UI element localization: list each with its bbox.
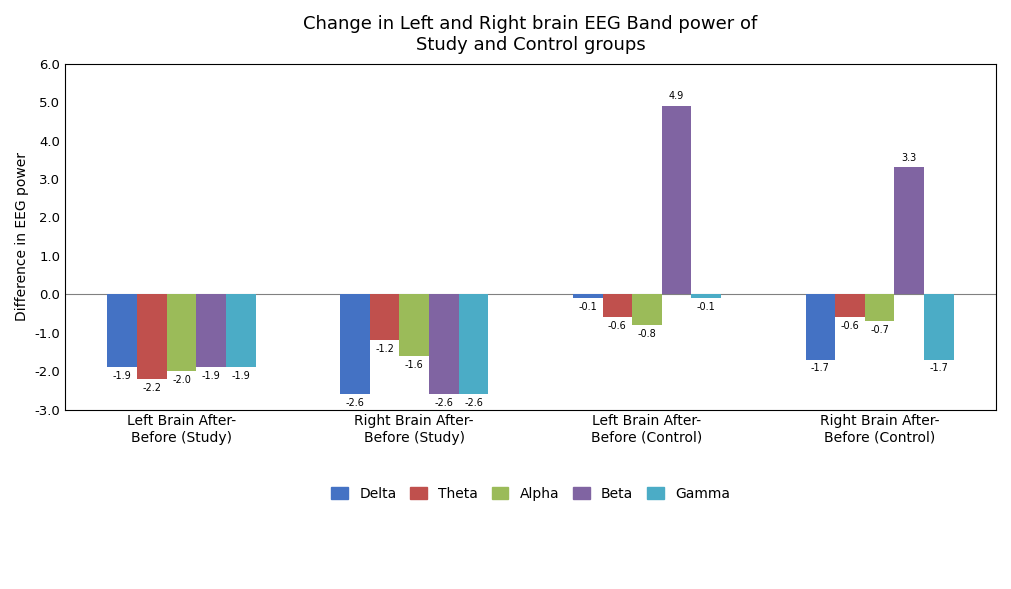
- Bar: [429, 294, 459, 394]
- Text: -2.0: -2.0: [172, 375, 191, 385]
- Text: -0.6: -0.6: [841, 321, 859, 331]
- Bar: [370, 294, 399, 340]
- Text: -2.6: -2.6: [346, 398, 364, 408]
- Text: 4.9: 4.9: [669, 91, 684, 101]
- Y-axis label: Difference in EEG power: Difference in EEG power: [15, 152, 29, 321]
- Bar: [662, 106, 692, 294]
- Bar: [196, 294, 225, 368]
- Text: -0.8: -0.8: [638, 329, 656, 339]
- Bar: [692, 294, 721, 298]
- Title: Change in Left and Right brain EEG Band power of
Study and Control groups: Change in Left and Right brain EEG Band …: [303, 15, 757, 54]
- Bar: [225, 294, 256, 368]
- Bar: [107, 294, 137, 368]
- Text: -0.1: -0.1: [697, 302, 716, 312]
- Bar: [167, 294, 196, 371]
- Bar: [399, 294, 429, 356]
- Bar: [895, 167, 924, 294]
- Bar: [835, 294, 864, 317]
- Text: -1.7: -1.7: [811, 363, 830, 373]
- Bar: [459, 294, 488, 394]
- Bar: [806, 294, 835, 360]
- Text: -2.6: -2.6: [435, 398, 453, 408]
- Text: 3.3: 3.3: [902, 153, 917, 163]
- Text: -1.7: -1.7: [929, 363, 948, 373]
- Bar: [573, 294, 603, 298]
- Bar: [632, 294, 662, 325]
- Text: -1.9: -1.9: [202, 371, 220, 381]
- Text: -2.6: -2.6: [464, 398, 483, 408]
- Text: -1.6: -1.6: [404, 360, 424, 369]
- Text: -0.6: -0.6: [608, 321, 627, 331]
- Text: -0.1: -0.1: [578, 302, 598, 312]
- Bar: [340, 294, 370, 394]
- Bar: [603, 294, 632, 317]
- Text: -1.9: -1.9: [113, 371, 131, 381]
- Text: -1.2: -1.2: [375, 344, 394, 354]
- Text: -2.2: -2.2: [143, 383, 162, 393]
- Bar: [924, 294, 953, 360]
- Text: -0.7: -0.7: [870, 325, 889, 335]
- Bar: [137, 294, 167, 379]
- Text: -1.9: -1.9: [232, 371, 250, 381]
- Legend: Delta, Theta, Alpha, Beta, Gamma: Delta, Theta, Alpha, Beta, Gamma: [326, 481, 735, 507]
- Bar: [864, 294, 895, 321]
